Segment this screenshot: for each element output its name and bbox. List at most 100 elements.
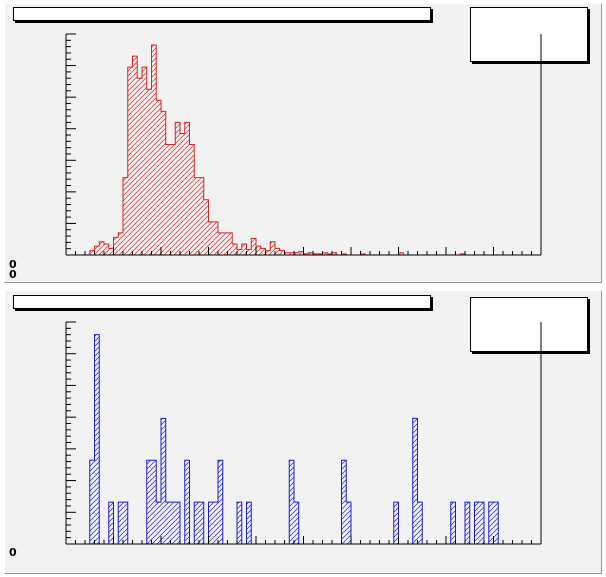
histogram-bin xyxy=(237,249,242,255)
histogram-bin xyxy=(99,241,104,255)
y-tick-label-top-offset: 0 xyxy=(9,268,17,281)
histogram-bin xyxy=(222,232,228,255)
histogram-outline xyxy=(66,334,541,545)
histogram-bin xyxy=(165,144,171,255)
histogram-bin xyxy=(108,248,114,255)
y-tick-label-bottom: 0 xyxy=(9,546,17,559)
histogram-bin xyxy=(123,177,128,255)
histogram-bin xyxy=(208,221,214,255)
histogram-bin xyxy=(146,89,152,255)
histogram-bin xyxy=(89,460,95,544)
title-box-bottom xyxy=(13,295,431,309)
histogram-bin xyxy=(237,502,242,544)
histogram-bin xyxy=(104,243,109,255)
stats-box-top xyxy=(470,7,588,62)
histogram-bin xyxy=(151,460,157,544)
histogram-bin xyxy=(118,502,123,544)
histogram-bin xyxy=(170,502,176,544)
histogram-bin xyxy=(208,502,214,544)
histogram-bin xyxy=(360,253,366,255)
histogram-bin xyxy=(488,502,494,544)
histogram-bin xyxy=(170,144,176,255)
histogram-bin xyxy=(241,243,247,255)
histogram-bin xyxy=(218,232,223,255)
histogram-bin xyxy=(161,111,166,255)
histogram-bin xyxy=(246,249,252,255)
histogram-bin xyxy=(289,252,294,255)
histogram-bin xyxy=(284,252,290,255)
histogram-bin xyxy=(203,199,209,255)
histogram-bin xyxy=(398,252,404,255)
histogram-bin xyxy=(89,250,95,255)
histogram-bin xyxy=(175,502,180,544)
histogram-bin xyxy=(184,122,190,256)
histogram-bin xyxy=(479,502,484,544)
histogram-bin xyxy=(227,232,233,255)
histogram-bin xyxy=(232,243,237,255)
histogram-bin xyxy=(213,221,218,255)
histogram-bin xyxy=(175,122,180,256)
histogram-bin xyxy=(156,502,161,544)
histogram-bin xyxy=(94,334,100,544)
histogram-bin xyxy=(465,502,470,544)
histogram-bin xyxy=(450,502,456,544)
histogram-bin xyxy=(327,253,332,255)
histogram-pad-top: 0 0 xyxy=(4,3,602,283)
histogram-top xyxy=(65,33,542,256)
histogram-bin xyxy=(132,56,138,255)
histogram-bin xyxy=(146,460,152,544)
histogram-bin xyxy=(341,253,347,255)
histogram-bin xyxy=(341,460,347,544)
histogram-bin xyxy=(194,177,199,255)
histogram-bin xyxy=(156,100,161,255)
histogram-bin xyxy=(460,253,465,255)
histogram-bin xyxy=(332,252,337,255)
histogram-bottom xyxy=(65,321,542,545)
histogram-bin xyxy=(189,144,195,255)
histogram-bin xyxy=(493,502,499,544)
histogram-bin xyxy=(270,241,275,255)
histogram-bin xyxy=(151,45,157,255)
histogram-bin xyxy=(142,67,147,256)
histogram-bin xyxy=(289,460,294,544)
histogram-bin xyxy=(313,253,318,255)
histogram-bin xyxy=(161,418,166,544)
histogram-bin xyxy=(113,237,119,255)
histogram-bin xyxy=(294,252,299,255)
histogram-bin xyxy=(165,502,171,544)
histogram-bin xyxy=(265,250,271,255)
histogram-pad-bottom: 0 xyxy=(4,290,602,574)
histogram-bin xyxy=(275,248,280,255)
title-box-top xyxy=(13,7,431,21)
stats-box-bottom xyxy=(470,297,588,352)
histogram-bin xyxy=(260,248,266,255)
histogram-bin xyxy=(213,502,218,544)
histogram-bin xyxy=(118,232,123,255)
histogram-bin xyxy=(308,252,313,255)
y-tick-label-top: 0 xyxy=(9,258,17,271)
histogram-bin xyxy=(346,502,351,544)
histogram-bin xyxy=(184,460,190,544)
histogram-bin xyxy=(294,502,299,544)
histogram-bin xyxy=(246,502,252,544)
histogram-bin xyxy=(199,502,204,544)
histogram-bin xyxy=(256,246,261,255)
histogram-bin xyxy=(137,78,142,255)
histogram-bin xyxy=(298,251,304,255)
histogram-bin xyxy=(474,502,480,544)
histogram-bin xyxy=(199,177,204,255)
histogram-bin xyxy=(412,418,418,544)
histogram-bin xyxy=(194,502,199,544)
histogram-bin xyxy=(279,250,285,255)
histogram-bin xyxy=(303,253,309,255)
histogram-bin xyxy=(251,238,256,255)
histogram-bin xyxy=(322,252,328,255)
histogram-bin xyxy=(317,253,323,255)
histogram-bin xyxy=(108,502,114,544)
histogram-bin xyxy=(393,502,399,544)
histogram-bin xyxy=(123,502,128,544)
histogram-bin xyxy=(127,67,133,256)
histogram-bin xyxy=(417,502,423,544)
histogram-bin xyxy=(94,246,100,255)
histogram-bin xyxy=(218,460,223,544)
